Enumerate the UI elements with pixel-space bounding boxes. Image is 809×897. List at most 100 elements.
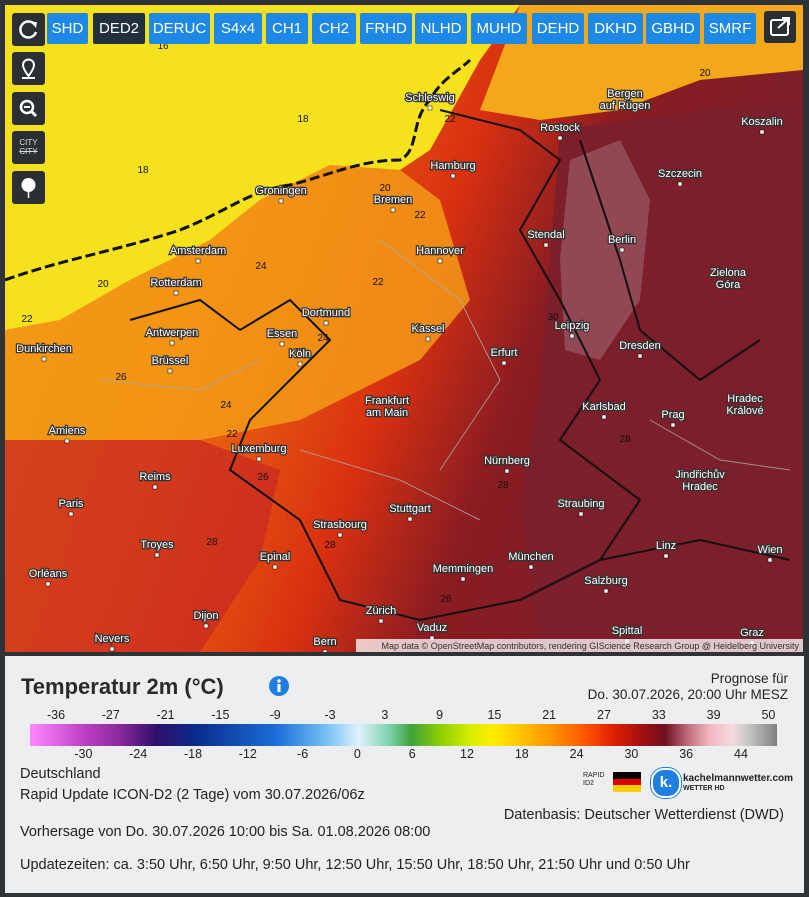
colorbar-label: 44 (734, 747, 748, 761)
city-marker (460, 576, 466, 582)
share-button[interactable] (764, 11, 796, 43)
borders (129, 109, 791, 622)
model-button[interactable]: CH1 (266, 13, 308, 44)
city-label: am Main (366, 407, 408, 419)
city-label: Paris (58, 498, 84, 510)
city-marker (637, 353, 643, 359)
city-label: Hannover (416, 245, 464, 257)
colorbar-label: 24 (569, 747, 584, 761)
city-label: Salzburg (584, 575, 627, 587)
city-marker (601, 414, 607, 420)
model-button[interactable]: DERUC (149, 13, 210, 44)
zoom-button[interactable] (12, 92, 45, 125)
model-button[interactable]: DED2 (93, 13, 145, 44)
colorbar-label: -30 (74, 747, 93, 761)
model-button[interactable]: SHD (47, 13, 88, 44)
model-button[interactable]: FRHD (360, 13, 412, 44)
city-label: Linz (656, 540, 676, 552)
city-marker (697, 482, 703, 488)
city-marker (378, 618, 384, 624)
zoom-icon (19, 99, 38, 118)
city-button[interactable]: CITY CITY (12, 131, 45, 164)
temperature-label: 28 (497, 480, 509, 491)
colorbar-label: -36 (46, 708, 66, 722)
city-marker (677, 181, 683, 187)
temperature-label: 26 (257, 472, 269, 483)
brand-sub: WETTER HD (683, 785, 725, 792)
city-label: Straubing (557, 498, 604, 510)
city-label: Dijon (193, 610, 218, 622)
city-label: Hradec (682, 481, 718, 493)
temperature-label: 20 (699, 68, 711, 79)
temperature-label: 20 (97, 279, 109, 290)
colorbar-label: 30 (624, 747, 639, 761)
model-button[interactable]: DKHD (588, 13, 643, 44)
city-label: Groningen (255, 185, 306, 197)
model-button[interactable]: S4x4 (214, 13, 262, 44)
reload-button[interactable] (12, 13, 45, 46)
city-label: Köln (289, 348, 311, 360)
sea-area (5, 5, 520, 330)
city-label: Hradec (727, 393, 763, 405)
city-label: Stuttgart (389, 503, 431, 515)
id2-text: ID2 (583, 780, 594, 787)
city-marker (759, 129, 765, 135)
temperature-label: 22 (444, 114, 456, 125)
temperature-label: 24 (317, 333, 329, 344)
forecast-period: Vorhersage von Do. 30.07.2026 10:00 bis … (20, 824, 431, 840)
rapid-logo: RAPID ID2 (583, 772, 615, 788)
city-label: Králové (726, 405, 763, 417)
model-button[interactable]: MUHD (471, 13, 527, 44)
brand-mark: k. (651, 768, 681, 798)
city-label: CITY (19, 138, 38, 147)
city-marker (154, 552, 160, 558)
city-marker (256, 456, 262, 462)
city-label: Essen (267, 328, 298, 340)
city-marker (437, 258, 443, 264)
colorbar-label: 9 (436, 708, 444, 722)
model-button[interactable]: CH2 (312, 13, 356, 44)
balloon-icon (21, 178, 36, 198)
city-marker (297, 361, 303, 367)
city-label: Luxemburg (231, 443, 286, 455)
temperature-layer: 16 18 18 20 22 20 22 24 22 24 26 24 22 26 28 28 28 26 30 28… (21, 41, 711, 605)
city-label: Rostock (540, 122, 580, 134)
colorbar-label: -6 (297, 747, 309, 761)
model-button[interactable]: DEHD (532, 13, 584, 44)
colorbar-label: 12 (460, 747, 474, 761)
city-marker (390, 207, 396, 213)
city-marker (578, 511, 584, 517)
model-button[interactable]: SMRF (704, 13, 756, 44)
model-run: Rapid Update ICON-D2 (2 Tage) vom 30.07.… (20, 787, 365, 803)
data-source: Datenbasis: Deutscher Wetterdienst (DWD) (503, 807, 784, 823)
city-label: Zürich (366, 605, 397, 617)
balloon-button[interactable] (12, 171, 45, 204)
reload-icon (19, 20, 38, 39)
city-label: Erfurt (491, 347, 518, 359)
city-marker (384, 408, 390, 414)
city-label-off: CITY (19, 147, 38, 156)
city-label: Góra (716, 279, 741, 291)
location-button[interactable] (12, 52, 45, 85)
model-button[interactable]: GBHD (646, 13, 700, 44)
city-marker (504, 468, 510, 474)
city-label: Amsterdam (170, 245, 226, 257)
city-marker (203, 623, 209, 629)
brand-name: kachelmannwetter.com (683, 773, 794, 784)
info-icon[interactable] (268, 675, 290, 697)
attribution-bg (356, 639, 803, 652)
colorbar-label: 6 (408, 747, 416, 761)
city-label: Nevers (95, 633, 130, 645)
colorbar-label: -15 (211, 708, 230, 722)
colorbar-label: 27 (597, 708, 611, 722)
share-icon (770, 17, 790, 36)
model-button[interactable]: NLHD (415, 13, 467, 44)
city-marker (670, 422, 676, 428)
forecast-label: Prognose für (710, 671, 788, 686)
city-label: Nürnberg (484, 455, 530, 467)
temperature-label: 22 (21, 314, 33, 325)
coastline (5, 58, 472, 282)
city-label: Amiens (49, 425, 86, 437)
